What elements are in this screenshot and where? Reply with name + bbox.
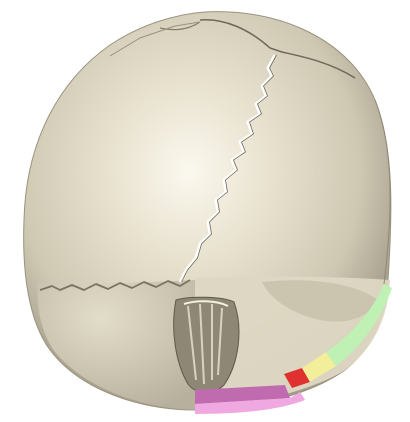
foramen-detail [187, 303, 223, 385]
segment-green [326, 284, 392, 366]
segment-pink [195, 392, 305, 414]
lambdoid-suture [39, 279, 191, 291]
upper-suture [199, 19, 356, 79]
sagittal-suture [178, 54, 277, 283]
foramen-highlight [183, 300, 229, 307]
sagittal-suture-shadow [181, 54, 277, 283]
segment-purple [195, 385, 290, 404]
right-lobe-shadow [262, 280, 378, 322]
segment-red [284, 368, 310, 388]
occipital-region [37, 280, 196, 410]
skull-rim [374, 99, 391, 285]
left-diagonal-suture [109, 21, 201, 57]
top-left-suture [159, 21, 201, 31]
segment-yellow [302, 352, 336, 382]
